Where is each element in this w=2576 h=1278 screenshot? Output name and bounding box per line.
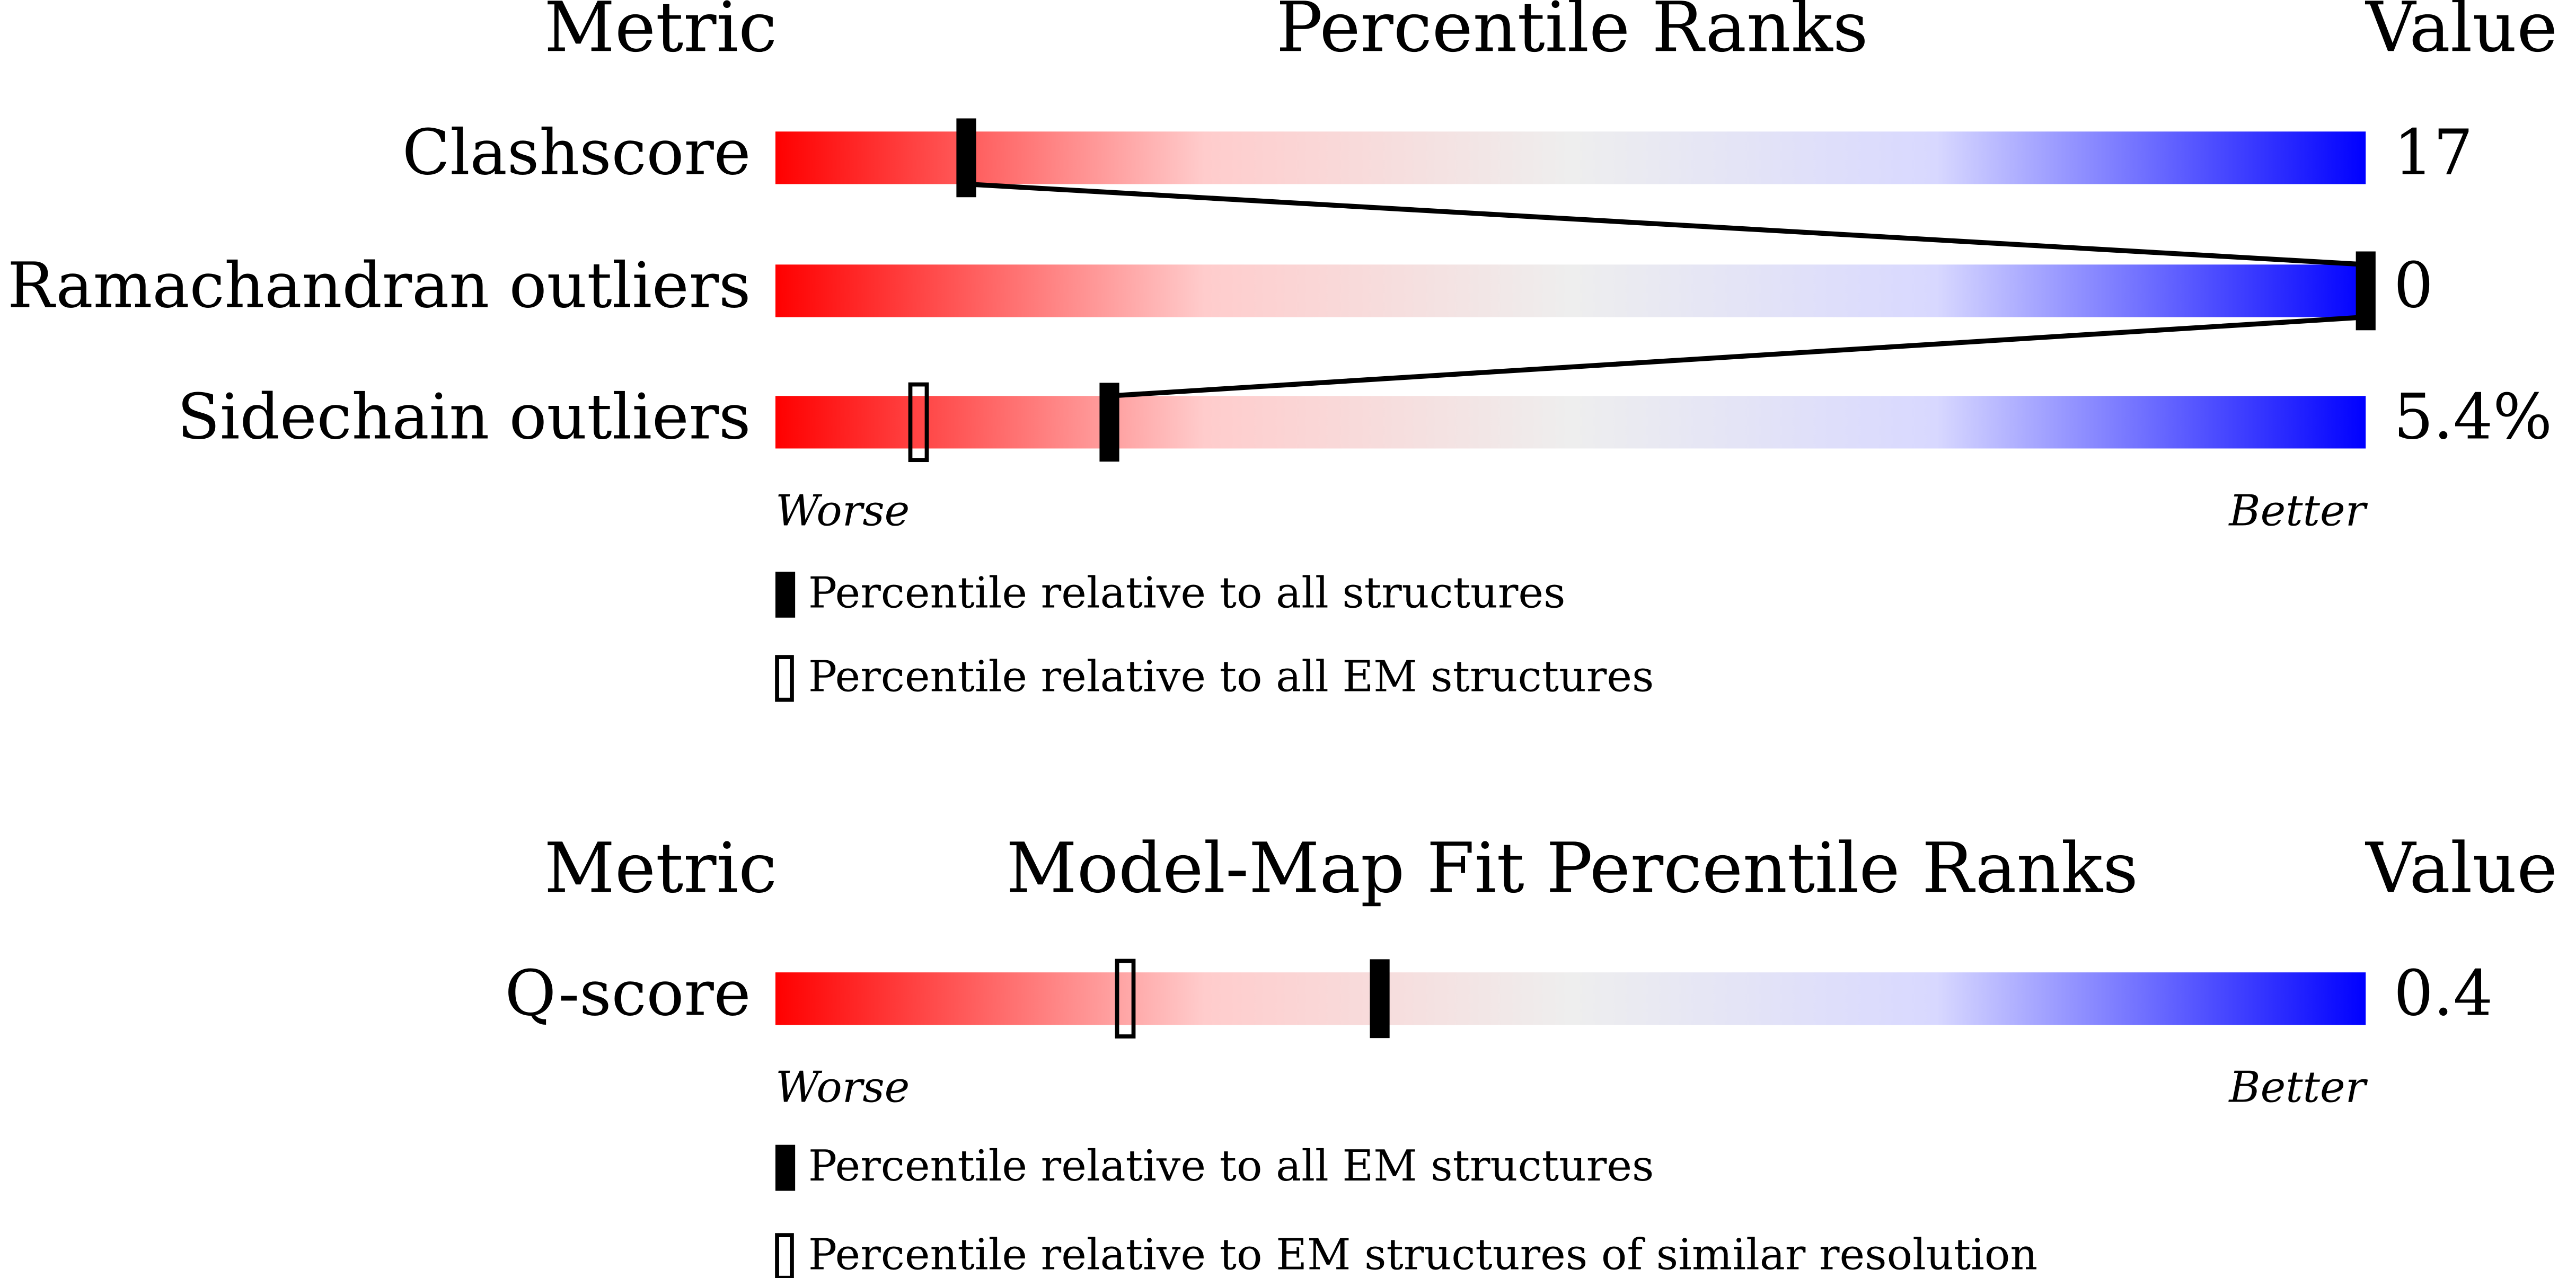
legend-label: Percentile relative to EM structures of … xyxy=(808,1230,2037,1278)
worse-label: Worse xyxy=(775,1062,910,1112)
percentile-bar xyxy=(775,396,2366,449)
percentile-bar xyxy=(775,264,2366,317)
legend-swatch xyxy=(775,655,794,702)
percentile-bar xyxy=(775,972,2366,1025)
metric-value: 0 xyxy=(2394,249,2433,322)
metric-value: 0.4 xyxy=(2394,957,2493,1030)
metric-label: Clashscore xyxy=(402,116,751,189)
value-header: Value xyxy=(2365,828,2557,908)
value-header: Value xyxy=(2365,0,2557,67)
metric-label: Ramachandran outliers xyxy=(7,249,751,322)
worse-label: Worse xyxy=(775,486,910,536)
percentile-marker xyxy=(1099,383,1119,462)
metric-value: 5.4% xyxy=(2394,380,2552,453)
legend-label: Percentile relative to all EM structures xyxy=(808,1141,1654,1191)
metric-label: Q-score xyxy=(505,957,751,1030)
chart-title: Percentile Ranks xyxy=(1276,0,1868,67)
legend-swatch xyxy=(775,1144,796,1191)
percentile-marker xyxy=(2356,251,2376,331)
chart-title: Model-Map Fit Percentile Ranks xyxy=(1006,828,2138,908)
metric-header: Metric xyxy=(544,828,777,908)
legend-label: Percentile relative to all EM structures xyxy=(808,652,1654,702)
metric-value: 17 xyxy=(2394,116,2473,189)
percentile-marker-open xyxy=(908,382,929,463)
legend-swatch xyxy=(775,571,796,618)
better-label: Better xyxy=(2228,1062,2368,1112)
percentile-marker-open xyxy=(1115,958,1136,1039)
better-label: Better xyxy=(2228,486,2368,536)
percentile-bar xyxy=(775,131,2366,184)
metric-label: Sidechain outliers xyxy=(177,380,751,453)
percentile-marker xyxy=(956,118,976,198)
legend-label: Percentile relative to all structures xyxy=(808,568,1566,618)
legend-swatch xyxy=(775,1233,794,1278)
metric-header: Metric xyxy=(544,0,777,67)
percentile-marker xyxy=(1370,959,1390,1039)
